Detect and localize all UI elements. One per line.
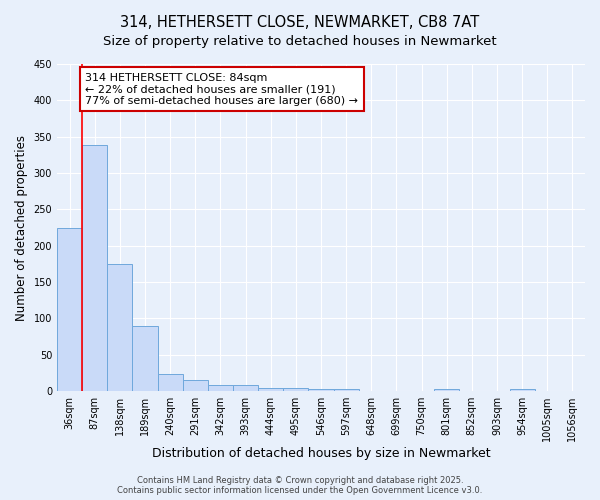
Bar — [208, 386, 233, 391]
Bar — [283, 388, 308, 391]
Text: Size of property relative to detached houses in Newmarket: Size of property relative to detached ho… — [103, 35, 497, 48]
Bar — [57, 228, 82, 391]
Text: Contains HM Land Registry data © Crown copyright and database right 2025.
Contai: Contains HM Land Registry data © Crown c… — [118, 476, 482, 495]
Bar — [334, 389, 359, 391]
Bar — [107, 264, 133, 391]
Y-axis label: Number of detached properties: Number of detached properties — [15, 134, 28, 320]
Bar — [434, 389, 459, 391]
Bar — [258, 388, 283, 391]
Bar — [158, 374, 183, 391]
Bar — [509, 389, 535, 391]
Bar — [183, 380, 208, 391]
X-axis label: Distribution of detached houses by size in Newmarket: Distribution of detached houses by size … — [152, 447, 490, 460]
Bar — [233, 386, 258, 391]
Bar — [133, 326, 158, 391]
Text: 314 HETHERSETT CLOSE: 84sqm
← 22% of detached houses are smaller (191)
77% of se: 314 HETHERSETT CLOSE: 84sqm ← 22% of det… — [85, 72, 358, 106]
Text: 314, HETHERSETT CLOSE, NEWMARKET, CB8 7AT: 314, HETHERSETT CLOSE, NEWMARKET, CB8 7A… — [121, 15, 479, 30]
Bar — [308, 389, 334, 391]
Bar — [82, 146, 107, 391]
